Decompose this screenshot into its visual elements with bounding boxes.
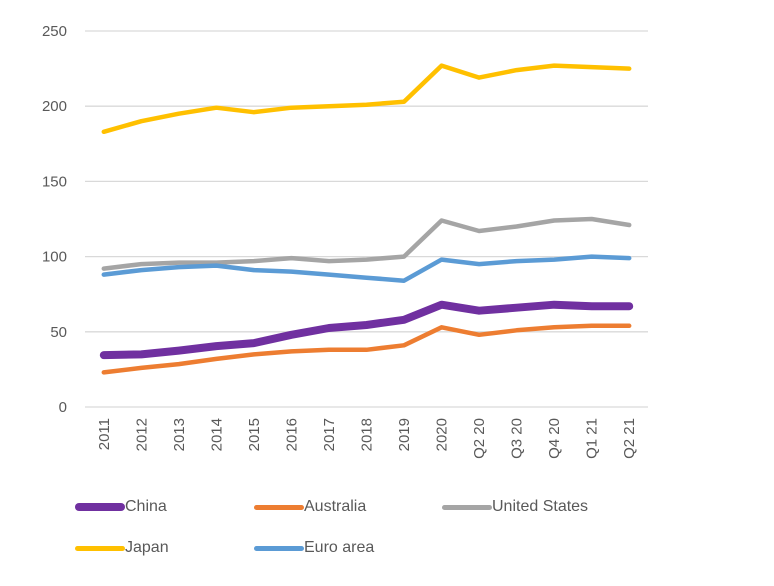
x-tick-label: 2014 xyxy=(208,418,225,451)
series-line-euro-area xyxy=(101,254,632,283)
x-tick-label: 2013 xyxy=(171,418,188,451)
legend-swatch-china xyxy=(75,503,125,511)
x-tick-label: 2017 xyxy=(321,418,338,451)
x-tick-label: 2015 xyxy=(246,418,263,451)
legend-swatch-australia xyxy=(254,504,304,510)
y-tick-label: 100 xyxy=(42,249,67,266)
legend-item-euro-area[interactable]: Euro area xyxy=(254,539,374,557)
x-tick-label: Q1 21 xyxy=(584,418,601,459)
series-line-japan xyxy=(101,63,632,135)
legend-swatch-united-states xyxy=(442,504,492,510)
legend-label: United States xyxy=(492,498,589,515)
y-tick-label: 150 xyxy=(42,173,67,190)
x-tick-label: Q2 21 xyxy=(621,418,638,459)
legend-label: Japan xyxy=(125,539,169,556)
series-line-china xyxy=(99,300,634,360)
legend-item-australia[interactable]: Australia xyxy=(254,498,366,516)
x-tick-label: 2011 xyxy=(96,418,113,450)
x-tick-label: Q3 20 xyxy=(509,418,526,459)
legend-label: Australia xyxy=(304,498,367,515)
series-lines xyxy=(99,63,634,375)
x-tick-label: 2020 xyxy=(434,418,451,451)
y-axis-ticks: 0 50 100 150 200 250 xyxy=(42,23,67,416)
y-tick-label: 200 xyxy=(42,98,67,115)
x-tick-label: Q2 20 xyxy=(471,418,488,459)
x-tick-label: 2018 xyxy=(359,418,376,451)
x-tick-label: 2012 xyxy=(133,418,150,451)
y-tick-label: 50 xyxy=(50,324,67,341)
y-tick-label: 0 xyxy=(59,399,67,416)
x-tick-label: 2016 xyxy=(283,418,300,451)
legend-item-japan[interactable]: Japan xyxy=(75,539,169,557)
y-tick-label: 250 xyxy=(42,23,67,40)
x-tick-label: 2019 xyxy=(396,418,413,451)
x-tick-label: Q4 20 xyxy=(546,418,563,459)
series-line-united-states xyxy=(101,216,632,271)
x-axis-ticks: 2011 2012 2013 2014 2015 2016 2017 2018 2019 2020… xyxy=(96,418,638,459)
legend-swatch-japan xyxy=(75,545,125,551)
legend-item-china[interactable]: China xyxy=(75,498,167,516)
legend-item-united-states[interactable]: United States xyxy=(442,498,588,516)
legend-swatch-euro-area xyxy=(254,545,304,551)
legend-label: China xyxy=(125,498,167,515)
series-line-australia xyxy=(101,323,632,375)
legend-label: Euro area xyxy=(304,539,375,556)
